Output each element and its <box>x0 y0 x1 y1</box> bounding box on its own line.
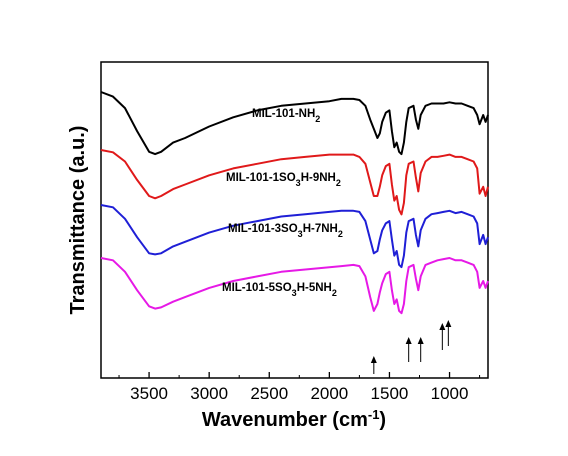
x-axis-title: Wavenumber (cm-1) <box>202 407 386 432</box>
plot-frame <box>100 61 489 379</box>
x-tick-label-1000: 1000 <box>431 384 469 403</box>
series-label-3: MIL-101-3SO3H-7NH2 <box>228 223 343 239</box>
series-layer <box>100 91 489 315</box>
series-line-2 <box>100 149 489 216</box>
series-line-3 <box>100 204 489 269</box>
peak-arrow-1240 <box>417 337 424 362</box>
series-labels: MIL-101-NH2 MIL-101-1SO3H-9NH2 MIL-101-3SO… <box>222 108 343 298</box>
series-label-2: MIL-101-1SO3H-9NH2 <box>226 172 341 188</box>
x-tick-label-2000: 2000 <box>310 384 348 403</box>
series-line-1 <box>100 91 489 156</box>
peak-arrow-1060 <box>439 323 446 350</box>
series-line-4 <box>100 257 489 315</box>
x-tick-label-3500: 3500 <box>130 384 168 403</box>
series-label-4: MIL-101-5SO3H-5NH2 <box>222 282 337 298</box>
peak-arrows <box>370 320 452 374</box>
x-axis-ticks: 3500 3000 2500 2000 1500 1000 <box>118 372 481 403</box>
y-axis-title: Transmittance (a.u.) <box>67 126 89 315</box>
peak-arrow-1630 <box>370 356 377 374</box>
peak-arrow-1010 <box>445 320 452 346</box>
peak-arrow-1340 <box>405 337 412 362</box>
x-tick-label-2500: 2500 <box>250 384 288 403</box>
x-tick-label-3000: 3000 <box>190 384 228 403</box>
x-tick-label-1500: 1500 <box>371 384 409 403</box>
series-label-1: MIL-101-NH2 <box>252 108 320 124</box>
